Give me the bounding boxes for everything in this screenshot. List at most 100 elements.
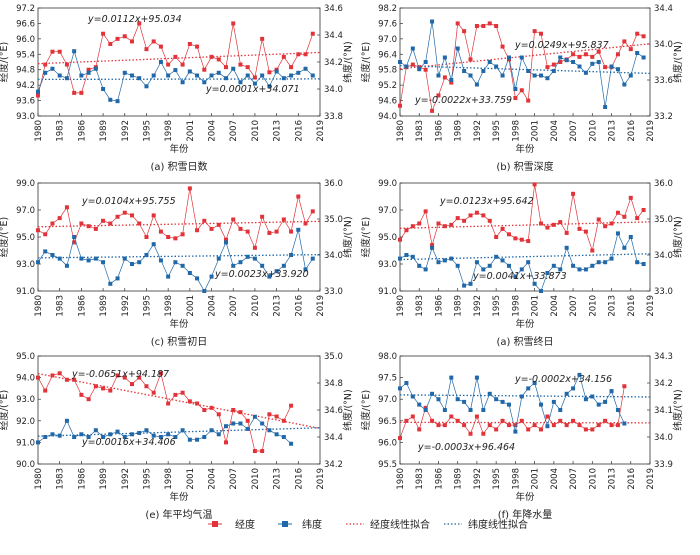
- x-tick-label: 2001: [531, 468, 541, 490]
- lon-fit-equation: y=0.0104x+95.755: [81, 196, 176, 207]
- lon-point: [144, 235, 149, 239]
- lat-point: [609, 256, 614, 261]
- lon-point: [615, 423, 620, 428]
- lat-point: [603, 105, 608, 109]
- lat-point: [137, 430, 142, 435]
- panel-caption: (e) 年平均气温: [145, 508, 212, 521]
- lat-point: [64, 418, 69, 423]
- lon-point: [603, 65, 608, 70]
- y-left-tick-label: 98.2: [378, 4, 397, 14]
- lon-point: [513, 236, 518, 241]
- y-left-tick-label: 93.6: [16, 97, 35, 107]
- lon-point: [410, 414, 415, 419]
- lon-point: [596, 49, 601, 54]
- y-left-tick-label: 98.0: [378, 352, 397, 362]
- lat-point: [310, 256, 315, 261]
- lat-point: [404, 64, 409, 69]
- lon-point: [180, 232, 185, 237]
- lon-fit-equation: y=0.0249x+95.837: [514, 40, 609, 51]
- lon-point: [86, 67, 91, 72]
- lon-point: [115, 214, 120, 219]
- lat-point: [50, 432, 55, 437]
- y-right-axis-title: 纬度/(°N): [672, 216, 684, 257]
- y-right-tick-label: 35.0: [654, 215, 673, 225]
- lat-point: [122, 435, 127, 439]
- lon-point: [50, 221, 55, 226]
- lat-point: [494, 397, 499, 402]
- x-tick-label: 2007: [569, 468, 579, 490]
- chart-panel-2: 1980 1983 1986 1989 1992 1995 1998 2001 2004 2007…: [360, 4, 684, 173]
- lon-point: [57, 371, 62, 376]
- lon-point: [430, 243, 435, 248]
- lat-point: [274, 432, 279, 437]
- lon-point: [462, 423, 467, 428]
- lat-point: [115, 99, 120, 104]
- lat-point: [474, 260, 479, 265]
- lon-point: [137, 21, 142, 26]
- x-tick-label: 1989: [454, 468, 464, 490]
- lat-point: [187, 271, 192, 275]
- lat-point: [423, 60, 428, 64]
- lon-point: [166, 401, 171, 406]
- y-left-tick-label: 93.0: [16, 260, 35, 270]
- lat-point: [577, 267, 582, 272]
- y-left-tick-label: 96.4: [378, 50, 397, 60]
- x-tick-label: 1995: [492, 295, 502, 317]
- x-tick-label: 2016: [294, 295, 304, 317]
- lon-point: [281, 54, 286, 59]
- y-right-tick-label: 36.0: [654, 179, 673, 189]
- lat-point: [590, 394, 595, 399]
- lon-point: [252, 245, 257, 250]
- y-left-tick-label: 99.0: [378, 179, 397, 189]
- x-tick-label: 1995: [492, 468, 502, 490]
- lat-point: [115, 276, 120, 281]
- x-tick-label: 1989: [99, 295, 109, 317]
- lon-point: [281, 217, 286, 222]
- lat-point: [474, 82, 479, 87]
- y-left-tick-label: 93.0: [16, 395, 35, 405]
- lon-point: [101, 31, 106, 36]
- lon-point: [57, 216, 62, 221]
- lat-point: [609, 389, 614, 394]
- lat-point: [513, 274, 518, 279]
- y-left-tick-label: 97.0: [16, 206, 35, 216]
- lon-point: [79, 90, 84, 95]
- y-left-tick-label: 95.4: [16, 50, 35, 60]
- lon-point: [436, 93, 441, 98]
- lat-point: [571, 263, 576, 268]
- lat-point: [487, 60, 492, 64]
- lat-point: [86, 70, 91, 75]
- lat-point: [526, 386, 531, 391]
- lon-point: [130, 213, 134, 218]
- lat-point: [551, 263, 556, 268]
- lat-point: [583, 397, 588, 402]
- lat-point: [622, 245, 627, 250]
- lon-point: [539, 221, 544, 226]
- y-left-tick-label: 95.8: [378, 66, 397, 76]
- x-axis-title: 年份: [169, 318, 189, 330]
- y-left-tick-label: 93.0: [16, 112, 35, 122]
- lat-point: [50, 253, 55, 257]
- lat-point: [122, 70, 127, 75]
- lon-point: [195, 228, 200, 233]
- lat-point: [398, 256, 402, 261]
- lon-point: [430, 108, 435, 113]
- x-tick-label: 2001: [186, 295, 196, 317]
- lat-point: [93, 66, 98, 71]
- y-left-tick-label: 94.8: [16, 66, 35, 76]
- lon-point: [310, 209, 315, 214]
- lon-fit-equation: y=0.0112x+95.034: [87, 14, 182, 25]
- lat-point: [506, 55, 511, 60]
- lat-point: [404, 253, 409, 257]
- lon-point: [79, 392, 84, 397]
- lon-point: [274, 414, 279, 419]
- lon-point: [122, 34, 127, 39]
- y-left-tick-label: 94.6: [378, 97, 397, 107]
- y-left-tick-label: 91.0: [378, 287, 397, 297]
- x-tick-label: 2004: [208, 468, 218, 490]
- lat-point: [195, 73, 200, 78]
- lat-point: [224, 76, 228, 81]
- x-axis-title: 年份: [515, 143, 535, 155]
- lat-point: [430, 391, 435, 396]
- lat-point: [571, 386, 576, 391]
